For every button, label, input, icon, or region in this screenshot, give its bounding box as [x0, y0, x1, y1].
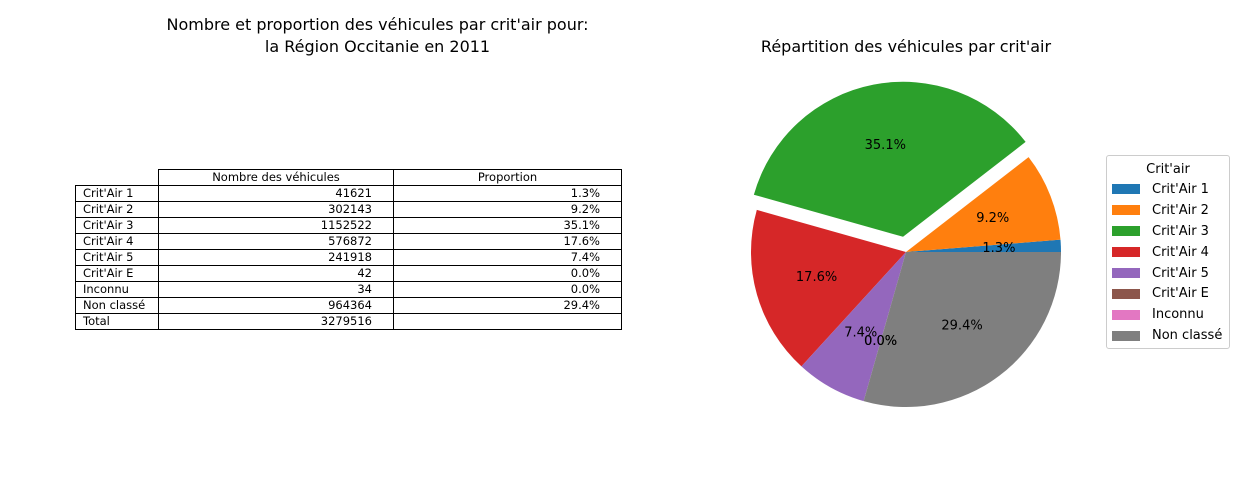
vehicle-count-table: Nombre des véhicules Proportion Crit'Air… [75, 169, 622, 330]
legend-swatch [1112, 288, 1140, 299]
table-row: Crit'Air 5 241918 7.4% [75, 249, 622, 266]
row-count: 42 [158, 265, 394, 282]
legend-swatch [1112, 247, 1140, 258]
table-header-row: Nombre des véhicules Proportion [76, 169, 622, 186]
header-proportion: Proportion [393, 169, 622, 186]
legend-swatch [1112, 226, 1140, 237]
table-row: Non classé 964364 29.4% [75, 297, 622, 314]
legend-label: Crit'Air 1 [1152, 181, 1209, 197]
legend-label: Crit'Air 2 [1152, 202, 1209, 218]
legend-label: Crit'Air E [1152, 286, 1209, 302]
legend-swatch [1112, 268, 1140, 278]
table-title: Nombre et proportion des véhicules par c… [130, 14, 625, 58]
legend-swatch [1112, 330, 1140, 341]
pie-label-crit-air-e: 0.0% [864, 334, 897, 349]
row-label: Non classé [75, 297, 159, 314]
legend-item-inconnu: Inconnu [1107, 304, 1229, 325]
legend-swatch [1112, 309, 1140, 320]
legend-label: Crit'Air 4 [1152, 244, 1209, 260]
row-label: Total [75, 313, 159, 330]
legend-label: Crit'Air 3 [1152, 223, 1209, 239]
legend-label: Inconnu [1152, 307, 1204, 323]
row-label: Crit'Air 1 [75, 185, 159, 202]
row-count: 1152522 [158, 217, 394, 234]
header-count: Nombre des véhicules [158, 169, 394, 186]
table-corner-cell [76, 170, 159, 186]
legend-title: Crit'air [1146, 162, 1190, 177]
row-label: Crit'Air 5 [75, 249, 159, 266]
row-label: Crit'Air E [75, 265, 159, 282]
row-count: 302143 [158, 201, 394, 218]
legend-item-crit-air-1: Crit'Air 1 [1107, 179, 1229, 200]
table-title-line1: Nombre et proportion des véhicules par c… [166, 15, 589, 34]
row-count: 964364 [158, 297, 394, 314]
row-count: 241918 [158, 249, 394, 266]
row-proportion: 35.1% [393, 217, 622, 234]
pie-slice-non-classe [863, 252, 1061, 407]
pie-label-crit-air-3: 35.1% [865, 138, 906, 153]
row-label: Crit'Air 3 [75, 217, 159, 234]
legend-label: Crit'Air 5 [1152, 265, 1209, 281]
row-count: 576872 [158, 233, 394, 250]
pie-slice-inconnu [863, 252, 906, 402]
pie-slice-crit-air-5 [801, 252, 906, 402]
table-row: Crit'Air E 42 0.0% [75, 265, 622, 282]
row-proportion: 0.0% [393, 265, 622, 282]
pie-slice-crit-air-e [863, 252, 906, 402]
legend-item-crit-air-2: Crit'Air 2 [1107, 200, 1229, 221]
pie-label-non-classe: 29.4% [941, 319, 982, 334]
legend-item-crit-air-3: Crit'Air 3 [1107, 221, 1229, 242]
legend-item-crit-air-e: Crit'Air E [1107, 283, 1229, 304]
row-label: Crit'Air 4 [75, 233, 159, 250]
table-row: Inconnu 34 0.0% [75, 281, 622, 298]
pie-label-crit-air-4: 17.6% [796, 270, 837, 285]
row-count: 34 [158, 281, 394, 298]
table-row-total: Total 3279516 [75, 313, 622, 330]
row-proportion: 9.2% [393, 201, 622, 218]
pie-slice-crit-air-4 [751, 209, 906, 367]
pie-label-inconnu: 0.0% [864, 334, 897, 349]
row-label: Inconnu [75, 281, 159, 298]
pie-label-crit-air-1: 1.3% [982, 241, 1015, 256]
table-row: Crit'Air 3 1152522 35.1% [75, 217, 622, 234]
row-proportion: 17.6% [393, 233, 622, 250]
legend-swatch [1112, 205, 1140, 216]
pie-label-crit-air-2: 9.2% [976, 211, 1009, 226]
legend-items: Crit'Air 1 Crit'Air 2 Crit'Air 3 Crit'Air 4… [1107, 179, 1229, 346]
pie-label-crit-air-5: 7.4% [844, 326, 877, 341]
row-count: 41621 [158, 185, 394, 202]
legend-item-crit-air-4: Crit'Air 4 [1107, 242, 1229, 263]
pie-title: Répartition des véhicules par crit'air [760, 37, 1052, 56]
pie-slice-crit-air-3 [753, 81, 1026, 237]
table-row: Crit'Air 4 576872 17.6% [75, 233, 622, 250]
legend-swatch [1112, 184, 1140, 195]
pie-slice-crit-air-2 [906, 157, 1061, 252]
row-proportion: 29.4% [393, 297, 622, 314]
legend-item-crit-air-5: Crit'Air 5 [1107, 263, 1229, 284]
row-label: Crit'Air 2 [75, 201, 159, 218]
table-row: Crit'Air 2 302143 9.2% [75, 201, 622, 218]
table-title-line2: la Région Occitanie en 2011 [264, 37, 491, 56]
pie-slice-crit-air-1 [906, 239, 1061, 252]
legend-label: Non classé [1152, 328, 1223, 344]
pie-chart: 1.3%9.2%35.1%17.6%7.4%0.0%0.0%29.4% [751, 81, 1061, 407]
legend-item-non-classe: Non classé [1107, 325, 1229, 346]
row-proportion [393, 313, 622, 330]
table-row: Crit'Air 1 41621 1.3% [75, 185, 622, 202]
row-proportion: 1.3% [393, 185, 622, 202]
row-proportion: 0.0% [393, 281, 622, 298]
row-count: 3279516 [158, 313, 394, 330]
row-proportion: 7.4% [393, 249, 622, 266]
